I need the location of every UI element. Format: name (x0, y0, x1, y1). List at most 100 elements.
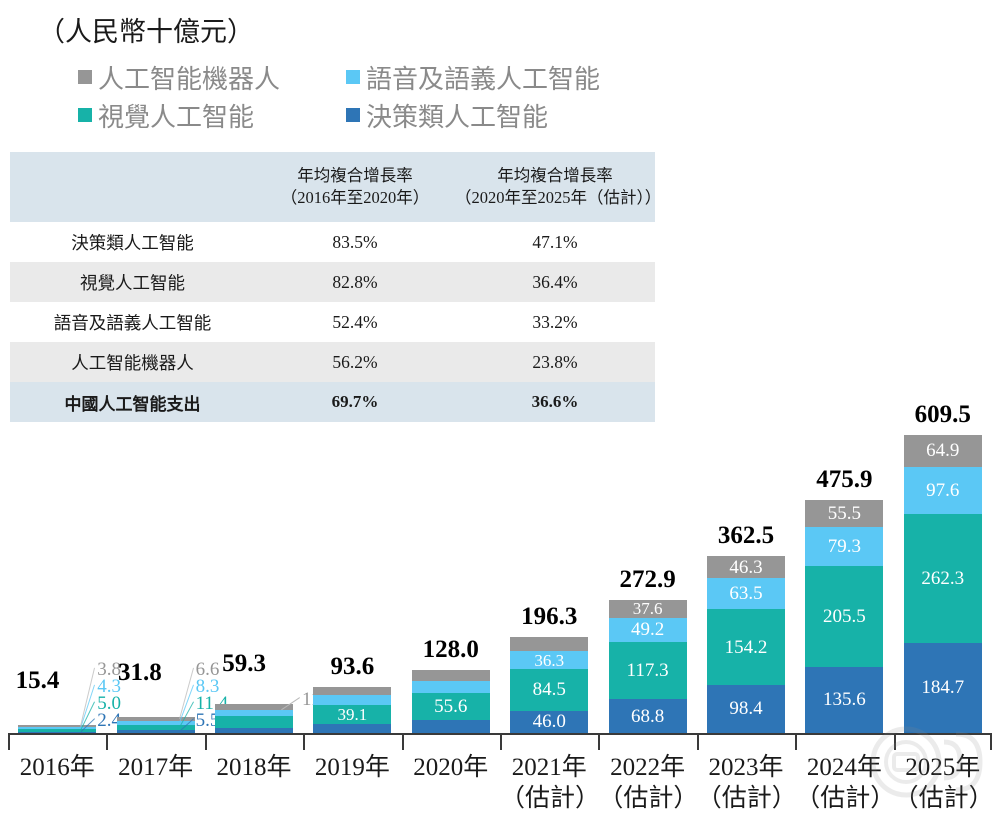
bar-segment-decision[interactable]: 18.8 (313, 723, 392, 733)
x-axis-tick (696, 733, 699, 750)
bar-segment-callout-vision: 5.0 (97, 693, 121, 714)
bar-segment-robot[interactable]: 29.4 (510, 637, 589, 652)
bar-stack[interactable]: 5.511.48.36.6 (116, 717, 195, 733)
bar-segment-robot[interactable]: 11.6 (214, 704, 293, 710)
bar-segment-decision[interactable]: 98.4 (706, 684, 785, 733)
bar-segment-decision[interactable]: 184.7 (903, 642, 982, 733)
bar-segment-value: 184.7 (921, 677, 965, 699)
bar-segment-vision[interactable]: 84.5 (510, 669, 589, 711)
bar-segment-speech[interactable]: 4.3 (18, 727, 97, 730)
bar-segment-value: 49.2 (630, 619, 665, 641)
bar-segment-robot[interactable]: 64.9 (903, 434, 982, 467)
row-cagr-2020-2025: 36.4% (532, 271, 578, 292)
bar-segment-robot[interactable]: 6.6 (116, 717, 195, 721)
x-axis-tick (204, 733, 207, 750)
bar-segment-robot[interactable]: 3.8 (18, 725, 97, 728)
x-axis-label-year: 2020年 (413, 754, 489, 781)
bar-stack[interactable]: 18.839.119.416.3 (313, 687, 392, 733)
bar-segment-decision[interactable]: 2.4 (18, 731, 97, 733)
x-axis-label-year: 2019年 (314, 754, 390, 781)
bar-segment-robot[interactable]: 46.3 (706, 555, 785, 579)
bar-stack[interactable]: 46.0 84.5 36.329.4 (510, 637, 589, 733)
bar-segment-decision[interactable]: 26.8 (411, 719, 490, 733)
x-axis-label: 2019年 (303, 753, 401, 784)
bar-segment-vision[interactable]: 11.4 (116, 724, 195, 731)
bar-segment-decision[interactable]: 5.5 (116, 730, 195, 733)
bar-segment-decision[interactable]: 135.6 (805, 666, 884, 733)
bar-segment-vision[interactable]: 55.6 (411, 692, 490, 720)
bar-segment-vision[interactable]: 154.2 (706, 609, 785, 685)
bar-segment-callout-decision: 5.5 (195, 710, 220, 731)
bar-segment-speech[interactable]: 13.3 (214, 709, 293, 717)
x-axis-label-year: 2017年 (118, 754, 194, 781)
x-axis-label-year: 2025年 (905, 754, 981, 781)
square-swatch-icon (346, 108, 360, 122)
bar-segment-robot[interactable]: 37.6 (608, 599, 687, 618)
row-cagr-2016-2020: 83.5% (332, 231, 378, 252)
bar-group[interactable]: 18.839.119.416.3 93.6 (303, 420, 401, 733)
bar-group[interactable]: 26.8 55.6 23.322.3 128.0 (402, 420, 500, 733)
row-cagr-2020-2025: 23.8% (532, 351, 578, 372)
bar-segment-callout-speech: 8.3 (195, 676, 220, 697)
bar-group[interactable]: 10.923.413.311.6 59.3 (205, 420, 303, 733)
bar-segment-vision[interactable]: 117.3 (608, 642, 687, 700)
bar-stack[interactable]: 10.923.413.311.6 (214, 704, 293, 733)
bar-total-label: 362.5 (717, 521, 775, 549)
legend-item-decision: 決策類人工智能 (346, 96, 614, 134)
table-row: 語音及語義人工智能 52.4% 33.2% (10, 302, 655, 342)
x-axis-label-year: 2018年 (216, 754, 292, 781)
bar-group[interactable]: 2.45.04.33.8 15.4 (8, 420, 106, 733)
table-header-cagr-2016-2020: 年均複合增長率 （2016年至2020年） (280, 165, 430, 207)
x-axis-tick (795, 733, 798, 750)
bar-group[interactable]: 68.8 117.3 49.2 37.6 272.9 (598, 420, 696, 733)
bar-group[interactable]: 98.4 154.2 63.5 46.3 362.5 (697, 420, 795, 733)
bar-stack[interactable]: 2.45.04.33.8 (18, 725, 97, 733)
bar-group[interactable]: 46.0 84.5 36.329.4 196.3 (500, 420, 598, 733)
x-axis-label: 2023年 （估計） (696, 753, 797, 814)
bar-stack[interactable]: 184.7 262.3 97.6 64.9 (903, 434, 982, 733)
x-axis-label-estimate: （估計） (893, 784, 994, 812)
bar-stack[interactable]: 26.8 55.6 23.322.3 (411, 670, 490, 733)
bar-total-label: 93.6 (330, 653, 375, 681)
bar-stack[interactable]: 68.8 117.3 49.2 37.6 (608, 599, 687, 733)
bar-segment-value: 68.8 (630, 705, 665, 727)
table-row: 人工智能機器人 56.2% 23.8% (10, 342, 655, 382)
bar-group[interactable]: 5.511.48.36.6 31.8 (106, 420, 204, 733)
bar-segment-decision[interactable]: 46.0 (510, 710, 589, 733)
x-axis-label-estimate: （估計） (696, 784, 797, 812)
bar-segment-speech[interactable]: 8.3 (116, 720, 195, 725)
bar-segment-vision[interactable]: 23.4 (214, 716, 293, 728)
bar-segment-robot[interactable]: 55.5 (805, 500, 884, 528)
bar-segment-vision[interactable]: 39.1 (313, 704, 392, 724)
bar-segment-speech[interactable]: 49.2 (608, 617, 687, 642)
square-swatch-icon (78, 70, 92, 84)
bar-segment-speech[interactable]: 19.4 (313, 695, 392, 705)
bar-segment-vision[interactable]: 262.3 (903, 514, 982, 643)
bar-segment-decision[interactable]: 10.9 (214, 727, 293, 733)
legend-item-label: 語音及語義人工智能 (366, 64, 601, 94)
bar-segment-vision[interactable]: 5.0 (18, 729, 97, 732)
chart-legend: 人工智能機器人 語音及語義人工智能 視覺人工智能 決策類人工智能 (78, 58, 638, 134)
bar-segment-speech[interactable]: 36.3 (510, 651, 589, 670)
bar-segment-speech[interactable]: 79.3 (805, 527, 884, 567)
row-cagr-2016-2020: 82.8% (332, 271, 378, 292)
x-axis-tick (990, 733, 992, 750)
bar-segment-speech[interactable]: 63.5 (706, 578, 785, 610)
bar-segment-robot[interactable]: 16.3 (313, 687, 392, 696)
bar-group[interactable]: 135.6 205.5 79.3 55.5 475.9 (795, 420, 893, 733)
bar-stack[interactable]: 98.4 154.2 63.5 46.3 (706, 555, 785, 733)
bar-stack[interactable]: 135.6 205.5 79.3 55.5 (805, 500, 884, 733)
bar-segment-speech[interactable]: 97.6 (903, 466, 982, 515)
bar-total-label: 272.9 (619, 565, 676, 593)
bar-segment-speech[interactable]: 23.3 (411, 681, 490, 693)
bar-segment-decision[interactable]: 68.8 (608, 699, 687, 733)
x-axis-label-estimate: （估計） (795, 784, 896, 812)
bar-segment-vision[interactable]: 205.5 (805, 566, 884, 667)
x-axis-tick (106, 733, 109, 750)
row-label: 人工智能機器人 (71, 352, 194, 373)
x-axis-label-estimate: （估計） (598, 784, 699, 812)
bar-group[interactable]: 184.7 262.3 97.6 64.9 609.5 (894, 401, 992, 733)
x-axis-label: 2025年 （估計） (893, 753, 994, 814)
bar-segment-robot[interactable]: 22.3 (411, 670, 490, 682)
x-axis-tick (401, 733, 404, 750)
